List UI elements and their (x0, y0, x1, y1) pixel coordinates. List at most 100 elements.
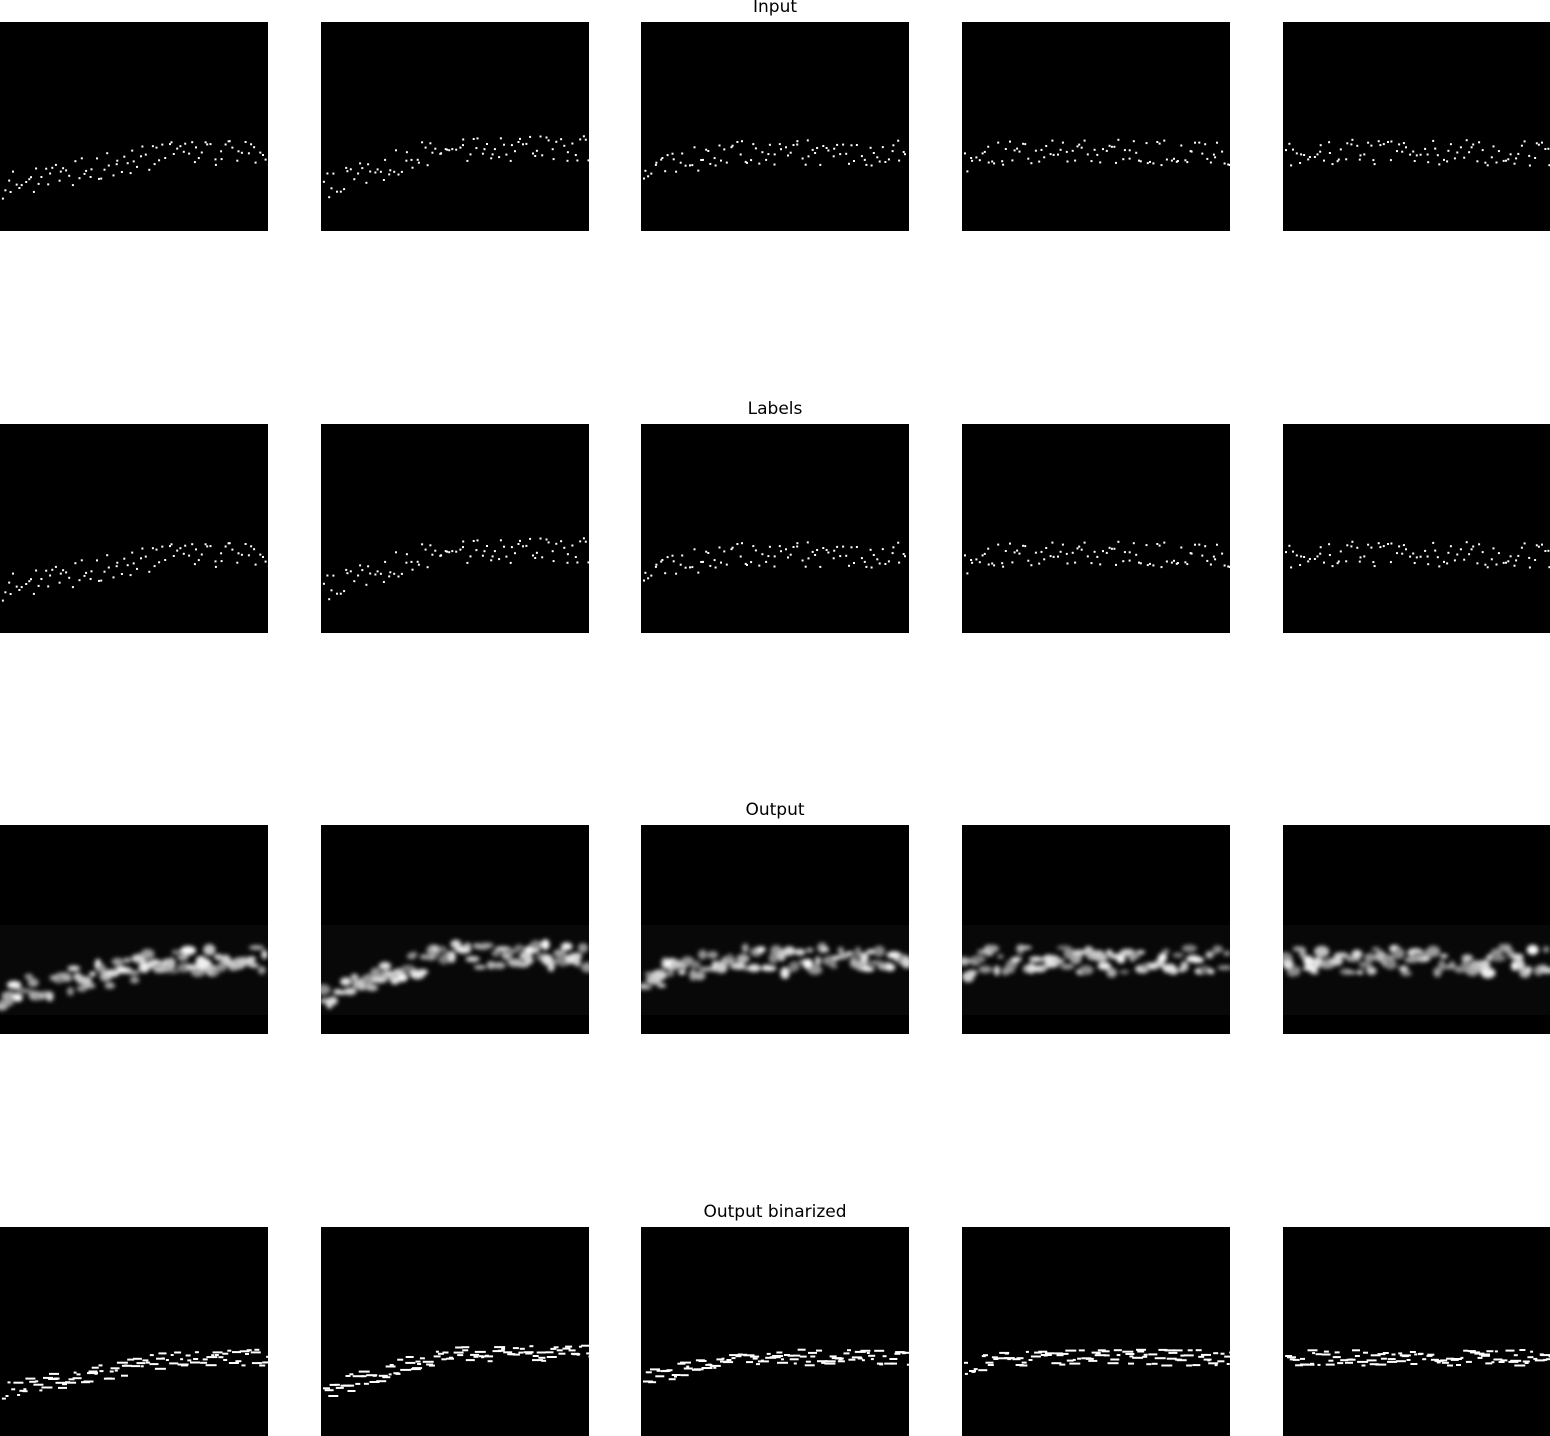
signal-dot (179, 145, 182, 148)
binary-segment (889, 1358, 898, 1360)
panel-image (323, 1344, 589, 1397)
binary-segment (361, 1375, 367, 1378)
signal-dot (1149, 160, 1151, 163)
binary-segment (1208, 1362, 1219, 1365)
binary-segment (494, 1346, 506, 1349)
signal-dot (1328, 554, 1331, 556)
binary-segment (1325, 1363, 1335, 1366)
panel-image (321, 939, 589, 1009)
signal-dot (100, 579, 103, 582)
binary-segment (519, 1347, 525, 1350)
binary-segment (65, 1381, 77, 1384)
binary-segment (55, 1381, 67, 1384)
binary-segment (149, 1363, 159, 1366)
binary-segment (701, 1367, 713, 1369)
signal-dot (345, 568, 348, 571)
signal-dot (675, 170, 678, 173)
signal-dot (367, 163, 370, 166)
binary-segment (1375, 1363, 1387, 1366)
binary-segment (23, 1388, 27, 1391)
binary-segment (503, 1351, 513, 1354)
signal-dot (18, 589, 21, 591)
binary-segment (366, 1374, 378, 1377)
signal-dot (444, 550, 447, 553)
signal-dot (1013, 149, 1016, 152)
signal-dot (1076, 145, 1079, 148)
binary-segment (568, 1349, 576, 1352)
binary-segment (1295, 1364, 1304, 1367)
signal-dot (1016, 147, 1019, 150)
output-blob (715, 962, 728, 974)
signal-dot (887, 560, 890, 563)
binary-segment (412, 1367, 423, 1370)
signal-dot (865, 163, 868, 166)
signal-dot (1295, 152, 1298, 155)
binary-segment (441, 1358, 447, 1361)
binary-segment (1113, 1349, 1122, 1352)
signal-dot (1544, 148, 1547, 150)
output-blob (1119, 969, 1130, 975)
binary-segment (455, 1346, 464, 1349)
signal-dot (681, 152, 684, 155)
binary-segment (1007, 1358, 1012, 1361)
signal-dot (476, 137, 479, 140)
output-blob (248, 945, 265, 950)
signal-dot (359, 162, 362, 165)
signal-dot (1346, 142, 1349, 145)
signal-dot (1156, 543, 1159, 545)
binary-segment (991, 1356, 998, 1359)
output-haze (1283, 925, 1550, 1015)
binary-segment (426, 1363, 434, 1366)
binary-segment (1154, 1357, 1166, 1360)
signal-dot (47, 183, 50, 186)
signal-dot (773, 555, 776, 558)
signal-dot (571, 544, 574, 547)
binary-segment (723, 1361, 734, 1364)
signal-dot (1438, 163, 1441, 166)
binary-segment (382, 1376, 391, 1379)
panel-image (643, 139, 906, 180)
signal-dot (1401, 552, 1404, 555)
signal-dot (170, 141, 173, 144)
signal-dot (1434, 549, 1437, 552)
signal-dot (1470, 146, 1473, 149)
output-blob (1016, 945, 1032, 950)
signal-dot (566, 151, 569, 154)
image-panel (1283, 424, 1550, 633)
signal-dot (1080, 146, 1083, 149)
image-panel (1283, 22, 1550, 231)
signal-dot (765, 560, 768, 563)
panel-image (1283, 925, 1550, 1015)
signal-dot (1544, 550, 1547, 552)
signal-dot (253, 146, 256, 149)
binary-segment (145, 1361, 150, 1364)
signal-dot (664, 170, 667, 173)
binary-segment (462, 1349, 469, 1352)
output-blob (997, 954, 1004, 959)
binary-segment (58, 1386, 67, 1389)
signal-dot (1180, 144, 1183, 147)
signal-dot (1059, 148, 1062, 151)
output-blob (1172, 952, 1184, 958)
signal-dot (541, 154, 544, 157)
signal-dot (1152, 564, 1155, 567)
signal-dot (860, 557, 863, 560)
binary-segment (1514, 1364, 1526, 1367)
output-blob (1526, 944, 1539, 955)
binary-segment (1300, 1357, 1305, 1360)
binary-segment (1016, 1357, 1024, 1360)
signal-dot (100, 177, 103, 180)
signal-dot (1034, 149, 1037, 152)
binary-segment (1129, 1355, 1134, 1358)
binary-segment (19, 1389, 26, 1392)
signal-dot (661, 157, 664, 159)
signal-dot (1122, 560, 1125, 563)
output-blob (1283, 959, 1294, 970)
output-blob (410, 951, 418, 957)
binary-segment (323, 1387, 330, 1390)
binary-segment (1387, 1360, 1398, 1363)
signal-dot (250, 143, 253, 146)
output-blob (1398, 965, 1409, 972)
signal-dot (853, 160, 855, 162)
signal-dot (671, 554, 674, 557)
